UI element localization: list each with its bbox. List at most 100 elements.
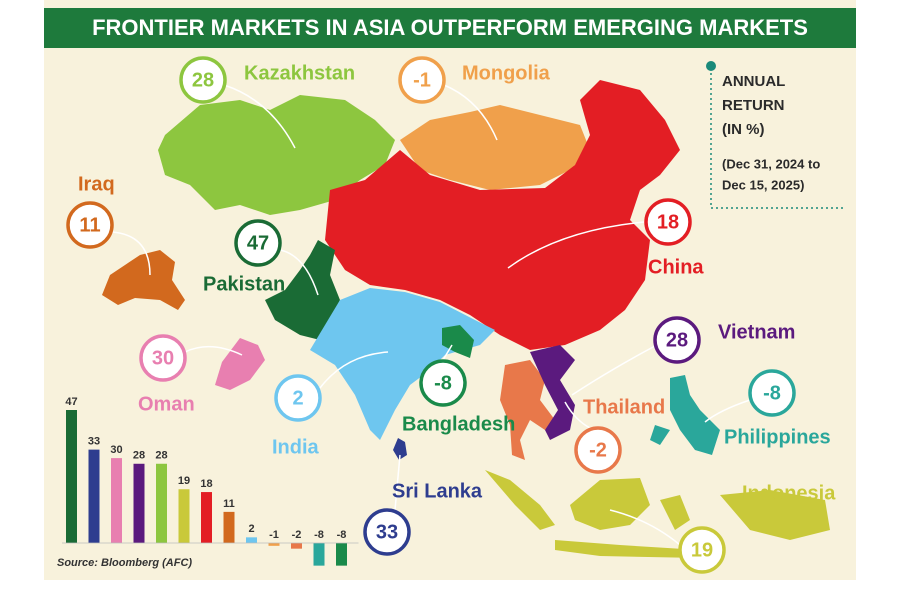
legend-border xyxy=(710,68,845,209)
country-name: Indonesia xyxy=(742,482,836,504)
value-badge xyxy=(139,334,187,382)
bar-label: -8 xyxy=(337,529,347,541)
legend-period: Dec 15, 2025) xyxy=(722,177,804,192)
bar xyxy=(313,543,325,566)
country-name: Vietnam xyxy=(718,321,795,343)
value-badge xyxy=(574,426,622,474)
legend-heading: RETURN xyxy=(722,97,785,114)
country-name: Iraq xyxy=(78,173,115,195)
bar xyxy=(178,489,190,543)
bar-label: 47 xyxy=(65,396,77,408)
bar xyxy=(336,543,347,566)
value-badge xyxy=(678,526,726,574)
country-name: Thailand xyxy=(583,396,665,418)
country-value: 47 xyxy=(247,232,269,254)
leader-line xyxy=(223,84,296,149)
country-shape xyxy=(325,80,680,350)
leader-line xyxy=(319,351,389,389)
country-name: Philippines xyxy=(724,426,831,448)
country-value: 28 xyxy=(666,329,688,351)
bar-label: 18 xyxy=(200,478,212,490)
leader-line xyxy=(279,249,319,296)
leader-line xyxy=(394,454,401,511)
leader-line xyxy=(111,231,151,276)
bar xyxy=(223,511,235,543)
country-shape xyxy=(310,288,495,440)
country-name: Pakistan xyxy=(203,273,285,295)
country-value: -1 xyxy=(413,69,431,91)
bar xyxy=(201,492,212,543)
country-shape xyxy=(215,338,265,390)
legend: ANNUAL RETURN (IN %) (Dec 31, 2024 to De… xyxy=(706,61,845,209)
country-name: Oman xyxy=(138,393,195,415)
legend-dot xyxy=(706,61,716,71)
source: Source: Bloomberg (AFC) xyxy=(57,557,192,569)
country-value: 30 xyxy=(152,347,174,369)
country-shape xyxy=(393,438,407,460)
bar-label: 11 xyxy=(223,498,235,510)
bar-label: -1 xyxy=(269,529,279,541)
bar-label: 30 xyxy=(110,444,122,456)
country-shape xyxy=(158,95,395,215)
bar-label: -8 xyxy=(314,529,324,541)
bar-label: 28 xyxy=(133,450,145,462)
leader-line xyxy=(184,346,243,356)
country-labels: 28 Kazakhstan -1 Mongolia 18 China 11 Iraq 47 Pak… xyxy=(66,56,836,574)
bar-label: -2 xyxy=(292,529,302,541)
bar-label: 19 xyxy=(178,475,190,487)
legend-heading: ANNUAL xyxy=(722,73,785,90)
country-shape xyxy=(400,105,590,190)
leader-line xyxy=(609,509,681,546)
bar xyxy=(88,449,100,543)
country-name: Bangladesh xyxy=(402,413,515,435)
value-badge xyxy=(363,508,411,556)
bar xyxy=(66,410,77,543)
country-value: -8 xyxy=(763,382,781,404)
country-shape xyxy=(485,470,830,558)
country-shape xyxy=(442,325,474,358)
country-name: Mongolia xyxy=(462,62,551,84)
leader-line xyxy=(443,84,498,141)
country-shape xyxy=(265,240,340,340)
value-badge xyxy=(748,369,796,417)
country-name: China xyxy=(648,256,704,278)
country-name: Sri Lanka xyxy=(392,480,483,502)
value-badge xyxy=(274,374,322,422)
leader-line xyxy=(564,401,591,429)
leader-line xyxy=(704,399,751,423)
value-badge xyxy=(234,219,282,267)
value-badge xyxy=(66,201,114,249)
bar xyxy=(268,543,280,546)
country-value: 33 xyxy=(376,521,398,543)
country-value: 18 xyxy=(657,211,679,233)
bar-label: 33 xyxy=(88,436,100,448)
title-bar xyxy=(44,8,856,48)
value-badge xyxy=(644,198,692,246)
legend-heading: (IN %) xyxy=(722,121,765,138)
country-value: 28 xyxy=(192,69,214,91)
leader-line xyxy=(571,345,656,396)
value-badge xyxy=(419,359,467,407)
map xyxy=(102,80,830,558)
bar xyxy=(246,537,257,543)
country-value: 19 xyxy=(691,539,713,561)
bar-label: 28 xyxy=(155,450,167,462)
country-shape xyxy=(530,345,575,440)
leader-line xyxy=(442,344,453,361)
country-value: 11 xyxy=(79,214,100,236)
legend-period: (Dec 31, 2024 to xyxy=(722,156,820,171)
bar xyxy=(156,463,167,543)
value-badge xyxy=(179,56,227,104)
bar xyxy=(291,543,302,549)
country-value: -2 xyxy=(589,439,607,461)
country-shape xyxy=(650,375,720,455)
leader-lines xyxy=(111,84,751,546)
country-shape xyxy=(102,250,185,310)
value-badge xyxy=(653,316,701,364)
country-name: Kazakhstan xyxy=(244,62,355,84)
bar xyxy=(133,463,145,543)
bar xyxy=(111,458,122,543)
country-name: India xyxy=(272,436,320,458)
leader-line xyxy=(507,221,645,269)
